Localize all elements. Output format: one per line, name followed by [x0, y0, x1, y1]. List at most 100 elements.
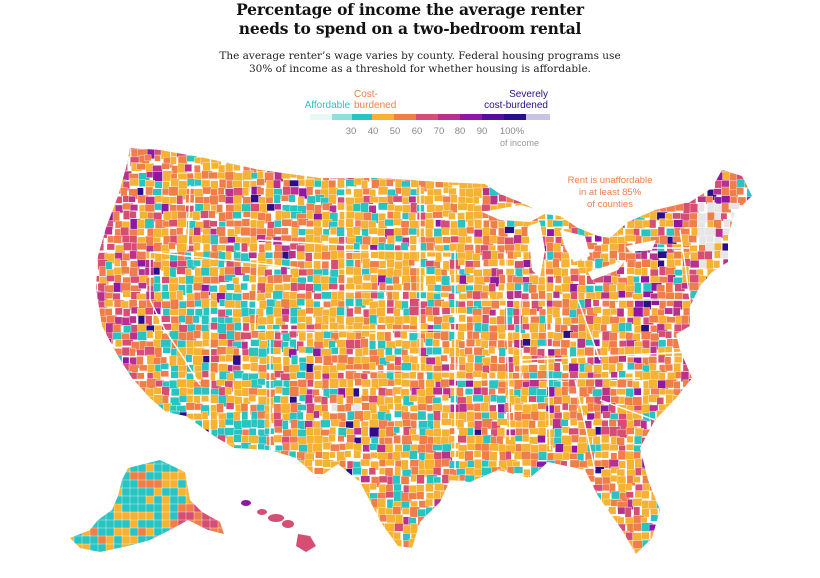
- county-cell: [408, 196, 417, 203]
- county-cell: [362, 388, 369, 396]
- county-cell: [683, 508, 694, 520]
- county-cell: [738, 499, 749, 508]
- county-cell: [185, 546, 196, 554]
- county-cell: [522, 547, 532, 554]
- county-cell: [329, 549, 339, 554]
- county-cell: [618, 355, 627, 363]
- county-cell: [112, 370, 122, 378]
- county-cell: [360, 547, 369, 554]
- county-cell: [89, 333, 96, 341]
- county-cell: [552, 171, 561, 180]
- county-cell: [97, 467, 107, 477]
- county-cell: [393, 395, 402, 405]
- county-cell: [176, 290, 184, 301]
- county-cell: [672, 243, 682, 251]
- alaska-county-cell: [185, 463, 196, 474]
- county-cell: [746, 300, 752, 312]
- county-cell: [232, 211, 242, 219]
- county-cell: [632, 148, 641, 159]
- county-cell: [641, 180, 649, 188]
- county-cell: [641, 451, 649, 460]
- alaska-county-cell: [169, 463, 180, 474]
- county-cell: [344, 498, 353, 509]
- county-cell: [642, 307, 651, 317]
- county-cell: [96, 221, 104, 229]
- county-cell: [393, 283, 402, 291]
- county-cell: [297, 404, 307, 411]
- county-cell: [641, 468, 650, 476]
- county-cell: [224, 509, 233, 519]
- county-cell: [705, 475, 717, 486]
- county-cell: [450, 148, 457, 156]
- county-cell: [105, 475, 117, 483]
- county-cell: [106, 172, 113, 180]
- county-cell: [171, 388, 181, 397]
- county-cell: [201, 387, 210, 396]
- county-cell: [666, 164, 677, 173]
- county-cell: [346, 154, 357, 165]
- county-cell: [665, 403, 674, 413]
- county-cell: [728, 396, 737, 404]
- county-cell: [448, 474, 459, 486]
- county-cell: [96, 275, 100, 282]
- county-cell: [392, 195, 404, 203]
- county-cell: [728, 387, 737, 397]
- county-cell: [370, 148, 379, 157]
- county-cell: [656, 532, 668, 540]
- county-cell: [530, 165, 541, 173]
- county-cell: [705, 404, 715, 414]
- county-cell: [481, 148, 489, 150]
- alaska-county-cell: [169, 479, 180, 490]
- county-cell: [164, 555, 170, 562]
- county-cell: [257, 332, 267, 341]
- county-cell: [641, 204, 649, 212]
- county-cell: [689, 330, 701, 341]
- county-cell: [601, 204, 609, 215]
- county-cell: [138, 428, 146, 437]
- county-cell: [466, 171, 476, 183]
- county-cell: [137, 444, 145, 455]
- county-cell: [696, 349, 705, 358]
- county-cell: [176, 378, 187, 388]
- county-cell: [547, 546, 558, 554]
- legend-tick-label: 80: [454, 126, 466, 137]
- county-cell: [322, 228, 330, 236]
- county-cell: [344, 484, 355, 492]
- county-cell: [257, 316, 268, 325]
- county-cell: [194, 458, 203, 469]
- county-cell: [370, 251, 380, 259]
- county-cell: [321, 555, 329, 564]
- county-cell: [665, 203, 677, 212]
- county-cell: [714, 346, 725, 357]
- county-cell: [473, 236, 483, 244]
- county-cell: [361, 395, 370, 402]
- county-cell: [539, 194, 550, 204]
- county-cell: [321, 492, 333, 503]
- county-cell: [451, 547, 461, 554]
- county-cell: [328, 434, 336, 442]
- county-cell: [185, 532, 197, 541]
- county-cell: [666, 557, 674, 568]
- county-cell: [402, 291, 410, 300]
- alaska-county-cell: [226, 512, 235, 521]
- county-cell: [409, 370, 417, 379]
- county-cell: [530, 188, 538, 200]
- county-cell: [641, 458, 652, 470]
- county-cell: [698, 459, 706, 469]
- county-cell: [674, 442, 682, 454]
- county-cell: [161, 284, 169, 292]
- county-cell: [280, 483, 288, 495]
- annotation-line-3: of counties: [587, 199, 633, 210]
- county-cell: [370, 524, 380, 533]
- county-cell: [464, 347, 473, 355]
- county-cell: [419, 525, 429, 534]
- county-cell: [560, 547, 570, 554]
- county-cell: [545, 188, 555, 196]
- county-cell: [634, 282, 642, 294]
- county-cell: [544, 148, 554, 154]
- county-cell: [465, 532, 472, 542]
- county-cell: [672, 186, 682, 194]
- county-cell: [144, 204, 156, 212]
- alaska-county-cell: [185, 551, 196, 552]
- county-cell: [538, 165, 547, 173]
